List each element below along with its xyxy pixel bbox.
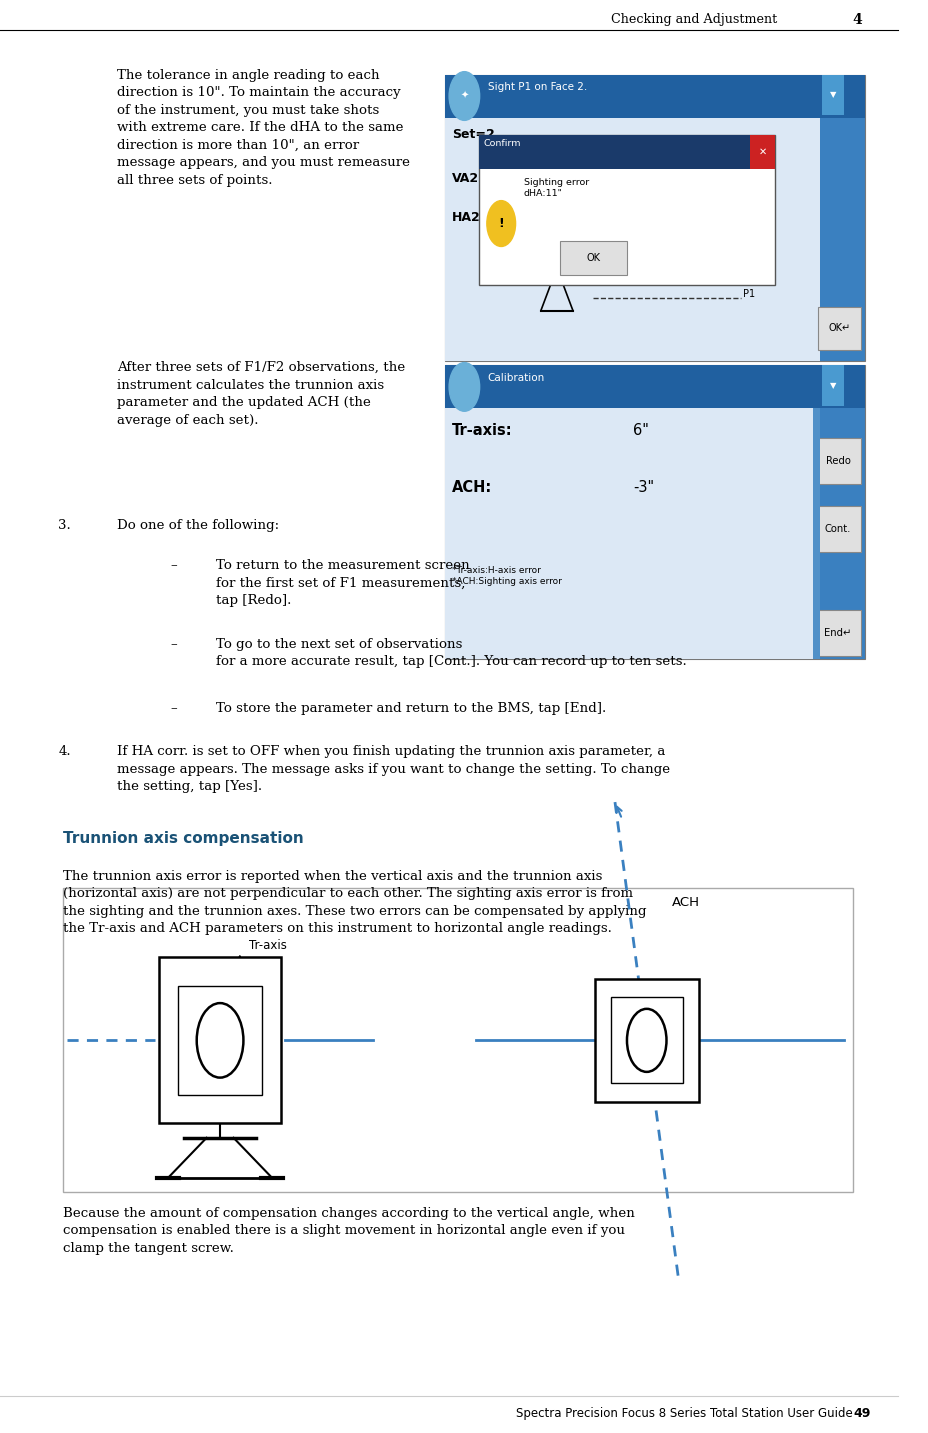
Text: VA2:: VA2: <box>451 172 483 185</box>
Text: 49: 49 <box>853 1407 870 1420</box>
Text: Tr-axis: Tr-axis <box>249 939 287 952</box>
Text: OK: OK <box>586 254 600 262</box>
Text: Calibration: Calibration <box>487 373 545 383</box>
Circle shape <box>197 1003 243 1078</box>
FancyBboxPatch shape <box>821 365 844 406</box>
Text: P1: P1 <box>742 289 754 299</box>
Text: 6": 6" <box>633 423 649 437</box>
FancyBboxPatch shape <box>478 135 749 169</box>
Text: Trunnion axis compensation: Trunnion axis compensation <box>63 831 303 845</box>
Text: !: ! <box>497 216 504 231</box>
Text: ✦: ✦ <box>460 92 468 100</box>
Text: If HA corr. is set to OFF when you finish updating the trunnion axis parameter, : If HA corr. is set to OFF when you finis… <box>117 745 669 792</box>
FancyBboxPatch shape <box>815 438 859 484</box>
FancyBboxPatch shape <box>749 135 774 169</box>
Text: Tr-axis:: Tr-axis: <box>451 423 512 437</box>
Text: To store the parameter and return to the BMS, tap [End].: To store the parameter and return to the… <box>215 702 605 715</box>
Text: ✕: ✕ <box>758 148 766 156</box>
Text: –: – <box>171 702 177 715</box>
Text: Set=2: Set=2 <box>451 128 494 140</box>
Text: After three sets of F1/F2 observations, the
instrument calculates the trunnion a: After three sets of F1/F2 observations, … <box>117 361 405 427</box>
FancyBboxPatch shape <box>812 408 819 659</box>
FancyBboxPatch shape <box>445 365 864 659</box>
Text: ACH:: ACH: <box>451 480 492 494</box>
Text: To return to the measurement screen
for the first set of F1 measurements,
tap [R: To return to the measurement screen for … <box>215 559 469 606</box>
FancyBboxPatch shape <box>821 75 844 115</box>
Text: -3": -3" <box>633 480 653 494</box>
FancyBboxPatch shape <box>594 979 698 1102</box>
Text: ACH: ACH <box>671 896 699 909</box>
Text: Sighting error
dHA:11": Sighting error dHA:11" <box>523 178 588 198</box>
Circle shape <box>626 1009 665 1072</box>
FancyBboxPatch shape <box>445 75 864 361</box>
FancyBboxPatch shape <box>177 986 262 1095</box>
FancyBboxPatch shape <box>445 75 864 118</box>
Text: *Tr-axis:H-axis error
*ACH:Sighting axis error: *Tr-axis:H-axis error *ACH:Sighting axis… <box>451 566 561 586</box>
FancyBboxPatch shape <box>815 506 859 552</box>
Text: The tolerance in angle reading to each
direction is 10". To maintain the accurac: The tolerance in angle reading to each d… <box>117 69 409 186</box>
Text: OK↵: OK↵ <box>828 324 850 332</box>
Text: 4: 4 <box>852 13 861 27</box>
FancyBboxPatch shape <box>610 997 682 1083</box>
Text: Sight P1 on Face 2.: Sight P1 on Face 2. <box>487 82 586 92</box>
Text: To go to the next set of observations
for a more accurate result, tap [Cont.]. Y: To go to the next set of observations fo… <box>215 638 686 668</box>
FancyBboxPatch shape <box>445 365 864 408</box>
Text: Because the amount of compensation changes according to the vertical angle, when: Because the amount of compensation chang… <box>63 1207 634 1254</box>
Text: Checking and Adjustment: Checking and Adjustment <box>610 13 776 26</box>
Text: Cont.: Cont. <box>824 524 850 533</box>
Text: ▼: ▼ <box>830 381 836 390</box>
FancyBboxPatch shape <box>818 307 860 350</box>
Text: 3.: 3. <box>58 519 71 532</box>
FancyBboxPatch shape <box>478 135 774 285</box>
Text: 4.: 4. <box>58 745 71 758</box>
FancyBboxPatch shape <box>159 957 281 1123</box>
FancyBboxPatch shape <box>63 888 853 1192</box>
Circle shape <box>448 72 479 120</box>
Text: Spectra Precision Focus 8 Series Total Station User Guide: Spectra Precision Focus 8 Series Total S… <box>516 1407 852 1420</box>
Circle shape <box>486 201 515 246</box>
Text: Redo: Redo <box>825 457 849 466</box>
Text: End↵: End↵ <box>823 629 851 638</box>
FancyBboxPatch shape <box>815 610 859 656</box>
Text: –: – <box>171 638 177 651</box>
Circle shape <box>448 363 479 411</box>
Text: The trunnion axis error is reported when the vertical axis and the trunnion axis: The trunnion axis error is reported when… <box>63 870 646 936</box>
Text: –: – <box>171 559 177 572</box>
Text: Do one of the following:: Do one of the following: <box>117 519 278 532</box>
FancyBboxPatch shape <box>445 408 815 659</box>
Text: HA2:: HA2: <box>451 211 485 224</box>
Text: Confirm: Confirm <box>483 139 521 148</box>
FancyBboxPatch shape <box>445 118 819 361</box>
Text: ▼: ▼ <box>830 90 836 99</box>
FancyBboxPatch shape <box>559 241 626 275</box>
